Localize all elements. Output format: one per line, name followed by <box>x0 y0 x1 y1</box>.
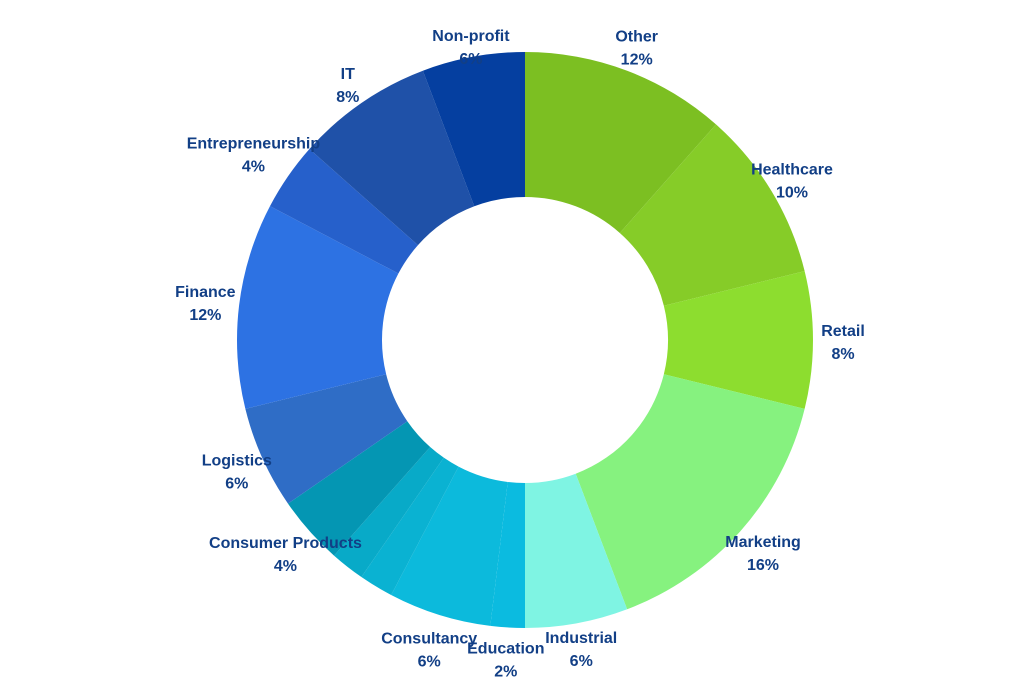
slice-labels: Other 12% Healthcare 10% Retail 8% Marketing 16… <box>175 28 865 681</box>
slice-unlabeled-7 <box>361 457 459 596</box>
slice-label: Healthcare <box>751 162 833 179</box>
slice-label: Logistics <box>202 453 272 470</box>
slice-label: Other <box>615 28 658 45</box>
slice-percent: 12% <box>189 307 221 324</box>
slice-label: Education <box>467 640 544 657</box>
slice-percent: 8% <box>336 89 359 106</box>
slice-label: IT <box>341 66 355 83</box>
slice-label: Non-profit <box>432 28 510 45</box>
slice-entrepreneurship <box>269 149 418 274</box>
slice-consumer-products <box>287 421 431 556</box>
slice-percent: 6% <box>418 653 441 670</box>
slice-percent: 2% <box>494 663 517 680</box>
slice-percent: 4% <box>274 558 297 575</box>
slice-percent: 12% <box>621 51 653 68</box>
slice-percent: 16% <box>747 557 779 574</box>
slice-non-profit <box>422 52 525 207</box>
slice-percent: 6% <box>459 51 482 68</box>
slice-consultancy <box>391 466 508 626</box>
slice-label: Retail <box>821 323 865 340</box>
slice-industrial <box>525 473 628 628</box>
slice-healthcare <box>619 124 805 306</box>
slice-other <box>525 52 716 233</box>
slice-label: Finance <box>175 284 236 301</box>
slice-education <box>490 481 525 628</box>
slice-retail <box>663 271 814 409</box>
slice-finance <box>237 206 399 409</box>
slice-percent: 6% <box>225 476 248 493</box>
slice-label: Industrial <box>545 630 617 647</box>
slice-percent: 6% <box>570 653 593 670</box>
slice-label: Marketing <box>725 534 801 551</box>
slice-label: Consumer Products <box>209 535 362 552</box>
slice-label: Entrepreneurship <box>187 136 321 153</box>
donut-slices <box>237 52 814 628</box>
slice-unlabeled-8 <box>334 447 444 578</box>
slice-it <box>309 70 475 246</box>
slice-logistics <box>245 374 408 504</box>
slice-percent: 4% <box>242 159 265 176</box>
slice-marketing <box>575 374 805 610</box>
slice-percent: 8% <box>831 346 854 363</box>
slice-percent: 10% <box>776 185 808 202</box>
slice-label: Consultancy <box>381 630 477 647</box>
